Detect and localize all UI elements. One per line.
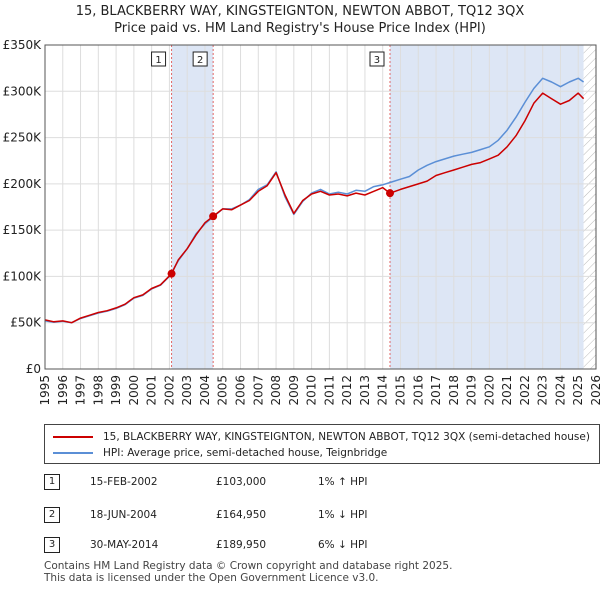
y-tick-label: £300K — [3, 84, 43, 98]
x-tick-label: 2008 — [269, 375, 283, 406]
sale-number-label: 3 — [374, 55, 380, 66]
x-tick-label: 2009 — [287, 375, 301, 406]
y-tick-label: £50K — [10, 316, 42, 330]
x-tick-label: 2006 — [234, 375, 248, 406]
x-tick-label: 2023 — [536, 375, 550, 406]
property-price-line — [44, 92, 585, 324]
footer: Contains HM Land Registry data © Crown c… — [44, 560, 452, 584]
sale-number-box — [192, 51, 208, 67]
x-tick-label: 2000 — [127, 375, 141, 406]
x-tick-label: 1998 — [91, 375, 105, 406]
sale-hpi-diff: 1% ↓ HPI — [318, 509, 368, 521]
sale-point — [385, 189, 394, 198]
x-tick-label: 2004 — [198, 375, 212, 406]
footer-copyright: Contains HM Land Registry data © Crown c… — [44, 560, 453, 572]
sale-number-box — [151, 51, 167, 67]
sale-date: 18-JUN-2004 — [90, 509, 157, 521]
sale-price: £189,950 — [216, 539, 267, 551]
legend-hpi-swatch — [53, 452, 93, 454]
x-tick-label: 2024 — [553, 375, 567, 406]
x-tick-label: 2018 — [447, 375, 461, 406]
x-tick-label: 2020 — [482, 375, 496, 406]
sale-hpi-diff: 6% ↓ HPI — [318, 539, 368, 551]
y-tick-label: £0 — [26, 362, 41, 376]
x-tick-label: 2017 — [429, 375, 443, 406]
sale-price: £103,000 — [216, 476, 267, 488]
sale-number-badge: 1 — [44, 474, 60, 490]
sale-point — [209, 212, 218, 221]
x-tick-label: 1995 — [38, 375, 52, 406]
future-hatch — [583, 45, 596, 369]
y-tick-label: £250K — [3, 131, 43, 145]
x-tick-label: 1996 — [56, 375, 70, 406]
sale-hpi-diff: 1% ↑ HPI — [318, 476, 368, 488]
x-tick-label: 2019 — [465, 375, 479, 406]
x-tick-label: 1997 — [74, 375, 88, 406]
legend-hpi-label: HPI: Average price, semi-detached house,… — [103, 447, 388, 459]
legend-item-property: 15, BLACKBERRY WAY, KINGSTEIGNTON, NEWTO… — [53, 430, 590, 444]
legend-property-swatch — [53, 436, 93, 438]
plot-border — [44, 44, 597, 370]
x-tick-label: 2002 — [162, 375, 176, 406]
sale-price: £164,950 — [216, 509, 267, 521]
ownership-shade-2 — [389, 45, 584, 369]
x-tick-label: 2013 — [358, 375, 372, 406]
y-tick-label: £100K — [3, 269, 43, 283]
x-tick-label: 2011 — [322, 375, 336, 406]
y-tick-label: £350K — [3, 38, 43, 52]
x-tick-label: 2007 — [251, 375, 265, 406]
legend-item-hpi: HPI: Average price, semi-detached house,… — [53, 446, 387, 460]
sale-point — [167, 269, 176, 278]
price-chart: £0 £50K £100K £150K £200K £250K £300K £350K 1995… — [3, 38, 600, 406]
x-tick-label: 1999 — [109, 375, 123, 406]
sale-number-badge: 2 — [44, 507, 60, 523]
x-tick-label: 2015 — [393, 375, 407, 406]
sale-number-label: 2 — [197, 55, 203, 66]
legend-property-label: 15, BLACKBERRY WAY, KINGSTEIGNTON, NEWTO… — [103, 431, 590, 443]
x-tick-label: 2012 — [340, 375, 354, 406]
x-tick-label: 2003 — [180, 375, 194, 406]
chart-title-line2: Price paid vs. HM Land Registry's House … — [114, 21, 486, 36]
x-tick-label: 2016 — [411, 375, 425, 406]
x-tick-label: 2022 — [518, 375, 532, 406]
x-tick-label: 2010 — [305, 375, 319, 406]
footer-licence: This data is licensed under the Open Gov… — [44, 572, 379, 584]
y-tick-label: £150K — [3, 223, 43, 237]
chart-title-line1: 15, BLACKBERRY WAY, KINGSTEIGNTON, NEWTO… — [75, 4, 525, 19]
sale-number-box — [369, 51, 385, 67]
x-tick-label: 2001 — [145, 375, 159, 406]
x-tick-label: 2021 — [500, 375, 514, 406]
y-tick-label: £200K — [3, 177, 43, 191]
sale-date: 15-FEB-2002 — [90, 476, 158, 488]
sale-number-label: 1 — [155, 55, 161, 66]
sale-number-badge: 3 — [44, 537, 60, 553]
sale-date: 30-MAY-2014 — [90, 539, 159, 551]
chart-legend: 15, BLACKBERRY WAY, KINGSTEIGNTON, NEWTO… — [44, 424, 600, 464]
x-tick-label: 2026 — [589, 375, 600, 406]
x-tick-label: 2005 — [216, 375, 230, 406]
x-tick-label: 2025 — [571, 375, 585, 406]
x-tick-label: 2014 — [376, 375, 390, 406]
ownership-shade-1 — [171, 45, 214, 369]
